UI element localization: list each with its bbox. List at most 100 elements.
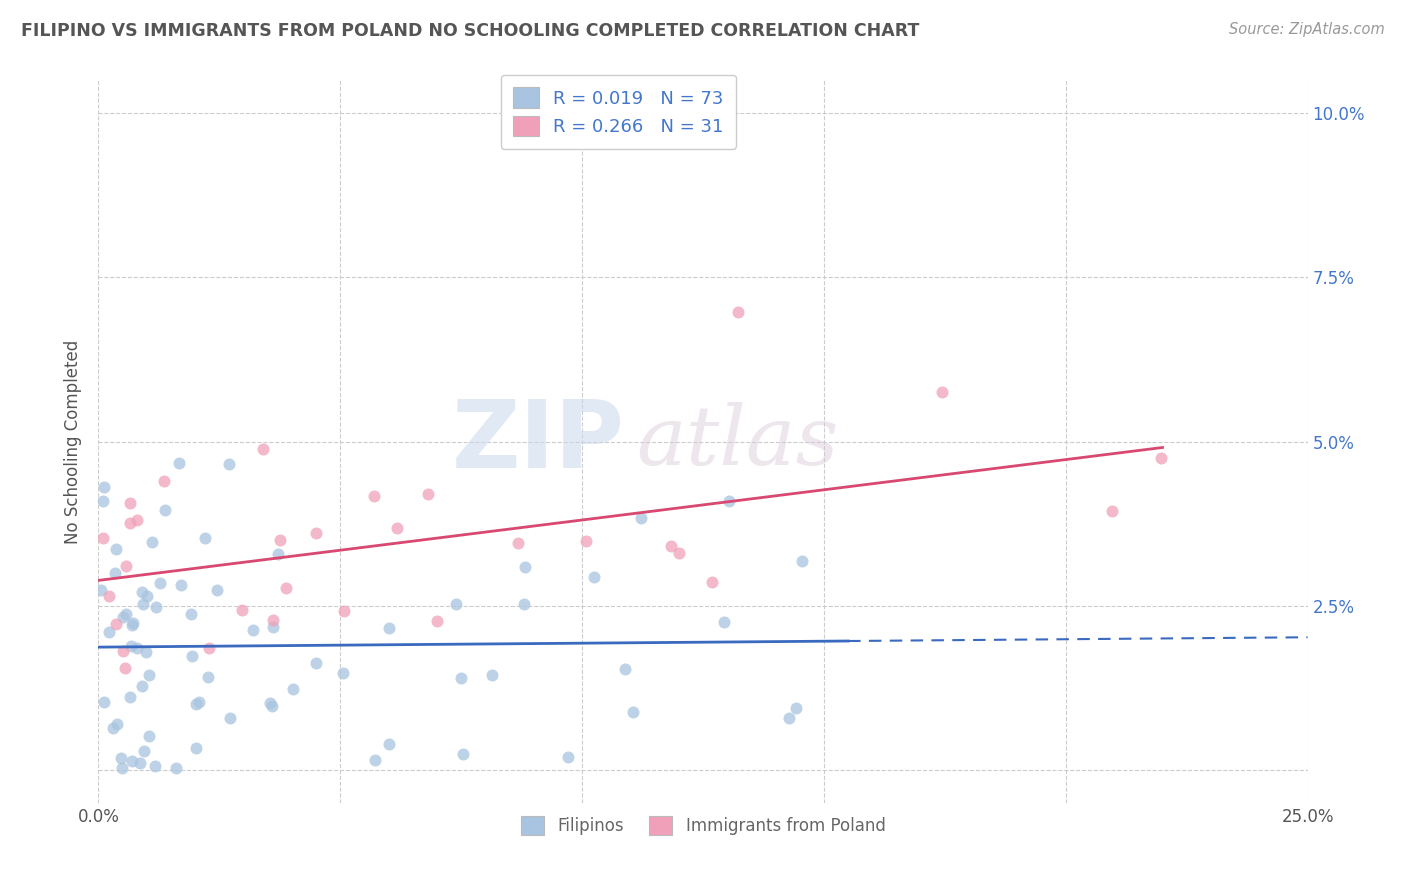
Point	[104, 566, 127, 581]
Point	[557, 749, 579, 764]
Point	[269, 533, 291, 547]
Point	[121, 639, 143, 653]
Point	[112, 610, 135, 624]
Point	[104, 616, 127, 631]
Point	[104, 542, 127, 557]
Point	[91, 531, 114, 545]
Point	[281, 681, 304, 696]
Point	[305, 525, 328, 540]
Point	[333, 604, 356, 618]
Point	[186, 697, 208, 711]
Point	[416, 487, 439, 501]
Point	[197, 670, 219, 684]
Point	[513, 598, 536, 612]
Text: atlas: atlas	[637, 401, 839, 482]
Point	[205, 582, 228, 597]
Point	[453, 747, 475, 761]
Point	[180, 607, 202, 622]
Point	[575, 534, 598, 549]
Point	[138, 729, 160, 743]
Point	[266, 547, 288, 561]
Point	[508, 536, 530, 550]
Y-axis label: No Schooling Completed: No Schooling Completed	[65, 340, 83, 543]
Point	[138, 667, 160, 681]
Point	[197, 641, 219, 656]
Point	[165, 761, 187, 775]
Point	[121, 754, 143, 768]
Point	[97, 624, 120, 639]
Point	[131, 585, 153, 599]
Point	[110, 751, 132, 765]
Point	[153, 503, 176, 517]
Point	[717, 494, 740, 508]
Point	[149, 576, 172, 591]
Point	[134, 744, 156, 758]
Point	[167, 456, 190, 470]
Point	[114, 660, 136, 674]
Point	[481, 667, 503, 681]
Text: FILIPINO VS IMMIGRANTS FROM POLAND NO SCHOOLING COMPLETED CORRELATION CHART: FILIPINO VS IMMIGRANTS FROM POLAND NO SC…	[21, 22, 920, 40]
Point	[242, 623, 264, 637]
Point	[778, 711, 800, 725]
Point	[101, 722, 124, 736]
Point	[1101, 504, 1123, 518]
Point	[513, 559, 536, 574]
Point	[136, 589, 159, 603]
Text: Source: ZipAtlas.com: Source: ZipAtlas.com	[1229, 22, 1385, 37]
Point	[727, 305, 749, 319]
Point	[785, 700, 807, 714]
Point	[93, 493, 115, 508]
Point	[363, 490, 385, 504]
Point	[582, 570, 605, 584]
Point	[262, 613, 284, 627]
Point	[450, 671, 472, 685]
Point	[194, 531, 217, 545]
Legend: Filipinos, Immigrants from Poland: Filipinos, Immigrants from Poland	[510, 805, 896, 845]
Point	[668, 545, 690, 559]
Point	[387, 521, 409, 535]
Point	[790, 553, 813, 567]
Point	[143, 758, 166, 772]
Point	[364, 753, 387, 767]
Point	[145, 599, 167, 614]
Point	[125, 641, 148, 656]
Point	[93, 695, 115, 709]
Point	[231, 603, 253, 617]
Point	[218, 457, 240, 471]
Point	[129, 756, 152, 770]
Point	[621, 705, 644, 719]
Point	[115, 558, 138, 573]
Point	[713, 615, 735, 630]
Point	[111, 761, 134, 775]
Point	[132, 597, 155, 611]
Point	[931, 384, 953, 399]
Point	[112, 644, 135, 658]
Point	[184, 741, 207, 756]
Point	[121, 617, 143, 632]
Point	[444, 597, 467, 611]
Point	[114, 607, 136, 622]
Point	[630, 511, 652, 525]
Point	[262, 620, 284, 634]
Point	[118, 516, 141, 530]
Point	[219, 711, 242, 725]
Point	[153, 474, 176, 488]
Point	[120, 496, 142, 510]
Point	[118, 690, 141, 705]
Point	[90, 582, 112, 597]
Point	[141, 535, 163, 549]
Point	[426, 614, 449, 628]
Point	[378, 737, 401, 751]
Point	[127, 513, 149, 527]
Point	[259, 696, 281, 710]
Point	[276, 581, 298, 595]
Point	[107, 717, 129, 731]
Point	[170, 578, 193, 592]
Point	[252, 442, 274, 457]
Point	[93, 480, 115, 494]
Point	[131, 679, 153, 693]
Point	[332, 665, 354, 680]
Text: ZIP: ZIP	[451, 395, 624, 488]
Point	[700, 575, 723, 590]
Point	[122, 615, 145, 630]
